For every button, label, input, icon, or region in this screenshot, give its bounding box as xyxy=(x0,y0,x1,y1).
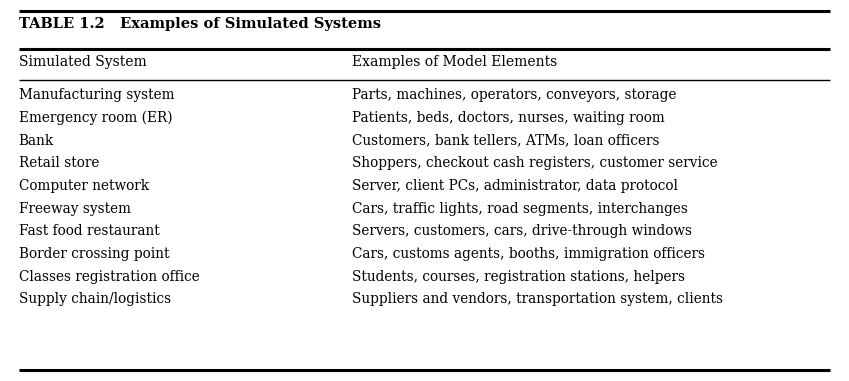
Text: Freeway system: Freeway system xyxy=(19,202,131,216)
Text: Customers, bank tellers, ATMs, loan officers: Customers, bank tellers, ATMs, loan offi… xyxy=(352,134,660,148)
Text: Computer network: Computer network xyxy=(19,179,149,193)
Text: Border crossing point: Border crossing point xyxy=(19,247,169,261)
Text: Classes registration office: Classes registration office xyxy=(19,270,200,284)
Text: Servers, customers, cars, drive-through windows: Servers, customers, cars, drive-through … xyxy=(352,224,692,239)
Text: Patients, beds, doctors, nurses, waiting room: Patients, beds, doctors, nurses, waiting… xyxy=(352,111,665,125)
Text: Parts, machines, operators, conveyors, storage: Parts, machines, operators, conveyors, s… xyxy=(352,88,677,102)
Text: Fast food restaurant: Fast food restaurant xyxy=(19,224,160,239)
Text: Retail store: Retail store xyxy=(19,156,99,170)
Text: Emergency room (ER): Emergency room (ER) xyxy=(19,111,172,125)
Text: Cars, customs agents, booths, immigration officers: Cars, customs agents, booths, immigratio… xyxy=(352,247,706,261)
Text: Simulated System: Simulated System xyxy=(19,55,146,69)
Text: Cars, traffic lights, road segments, interchanges: Cars, traffic lights, road segments, int… xyxy=(352,202,689,216)
Text: Manufacturing system: Manufacturing system xyxy=(19,88,174,102)
Text: Shoppers, checkout cash registers, customer service: Shoppers, checkout cash registers, custo… xyxy=(352,156,718,170)
Text: Examples of Model Elements: Examples of Model Elements xyxy=(352,55,558,69)
Text: Students, courses, registration stations, helpers: Students, courses, registration stations… xyxy=(352,270,685,284)
Text: Suppliers and vendors, transportation system, clients: Suppliers and vendors, transportation sy… xyxy=(352,293,723,306)
Text: Supply chain/logistics: Supply chain/logistics xyxy=(19,293,171,306)
Text: Bank: Bank xyxy=(19,134,54,148)
Text: TABLE 1.2   Examples of Simulated Systems: TABLE 1.2 Examples of Simulated Systems xyxy=(19,17,380,31)
Text: Server, client PCs, administrator, data protocol: Server, client PCs, administrator, data … xyxy=(352,179,678,193)
